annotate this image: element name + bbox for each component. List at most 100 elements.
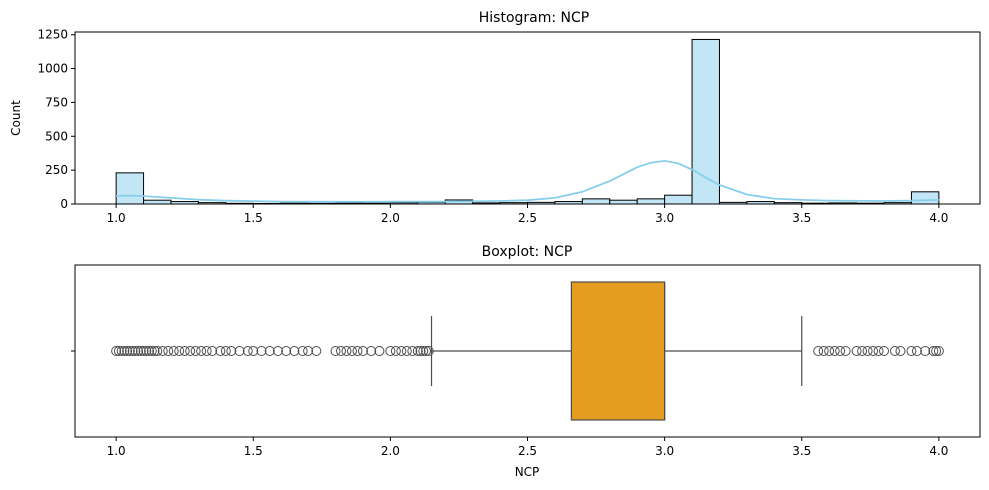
boxplot-outlier (116, 346, 127, 356)
y-tick-label: 500 (45, 129, 68, 143)
y-tick-label: 1250 (37, 28, 68, 42)
boxplot-outlier (813, 346, 824, 356)
x-tick-label: 4.0 (929, 211, 948, 225)
y-tick-label: 1000 (37, 62, 68, 76)
boxplot-outlier (851, 346, 862, 356)
boxplot-outlier (207, 346, 218, 356)
boxplot-elements (111, 281, 944, 421)
boxplot-outlier (220, 346, 231, 356)
boxplot-outlier (201, 346, 212, 356)
boxplot-outlier (248, 346, 259, 356)
boxplot-outlier (840, 346, 851, 356)
boxplot-outlier (185, 346, 196, 356)
boxplot-outlier (931, 346, 942, 356)
x-tick-label: 2.0 (381, 211, 400, 225)
x-tick-label: 3.0 (655, 211, 674, 225)
boxplot-outlier (152, 346, 163, 356)
x-tick-label: 2.5 (518, 444, 537, 458)
boxplot-outlier (390, 346, 401, 356)
boxplot-outlier (226, 346, 237, 356)
boxplot-outlier (157, 346, 168, 356)
histogram-axes: 1.0 1.5 2.0 2.5 3.0 3.5 4.0 0 250 500 750 1000 1250 (37, 28, 948, 225)
boxplot-outlier (144, 346, 155, 356)
histogram-panel: Histogram: NCP Count 1.0 1.5 2.0 2.5 3.0 3.5 4… (9, 10, 981, 225)
boxplot-outlier (111, 346, 122, 356)
boxplot-outlier (407, 346, 418, 356)
x-tick-label: 3.0 (655, 444, 674, 458)
boxplot-outlier (868, 346, 879, 356)
y-tick-label: 0 (60, 197, 68, 211)
boxplot-outlier (374, 346, 385, 356)
boxplot-outlier (190, 346, 201, 356)
histogram-bar (664, 194, 693, 205)
histogram-bar (581, 198, 611, 205)
boxplot-box (570, 281, 666, 421)
boxplot-outlier (824, 346, 835, 356)
boxplot-outlier (127, 346, 138, 356)
boxplot-outlier (415, 346, 426, 356)
y-tick-label: 750 (45, 95, 68, 109)
boxplot-outlier (818, 346, 829, 356)
x-tick-label: 3.5 (792, 444, 811, 458)
boxplot-outlier (168, 346, 179, 356)
boxplot-outlier (396, 346, 407, 356)
boxplot-outlier (423, 346, 434, 356)
boxplot-outlier (133, 346, 144, 356)
histogram-frame (74, 31, 981, 205)
boxplot-outlier (281, 346, 292, 356)
boxplot-outlier (933, 346, 944, 356)
x-tick-label: 1.0 (107, 444, 126, 458)
boxplot-outlier (346, 346, 357, 356)
x-tick-label: 1.5 (244, 444, 263, 458)
boxplot-panel: Boxplot: NCP NCP 1.0 1.5 2.0 2.5 3.0 3.5 4.0 (71, 244, 981, 479)
histogram-bar (115, 172, 145, 205)
x-tick-label: 1.0 (107, 211, 126, 225)
boxplot-outlier (303, 346, 314, 356)
boxplot-outlier (928, 346, 939, 356)
boxplot-outlier (418, 346, 429, 356)
boxplot-outlier (879, 346, 890, 356)
boxplot-axes: 1.0 1.5 2.0 2.5 3.0 3.5 4.0 (71, 350, 948, 458)
histogram-bar (691, 38, 720, 205)
boxplot-outlier (119, 346, 130, 356)
boxplot-outlier (889, 346, 900, 356)
boxplot-outlier (829, 346, 840, 356)
boxplot-outlier (124, 346, 135, 356)
boxplot-outlier (412, 346, 423, 356)
boxplot-outlier (311, 346, 322, 356)
boxplot-outlier (906, 346, 917, 356)
x-tick-label: 1.5 (244, 211, 263, 225)
boxplot-outlier (113, 346, 124, 356)
histogram-bar (636, 198, 666, 205)
boxplot-outlier (272, 346, 283, 356)
boxplot-outlier (215, 346, 226, 356)
boxplot-outlier (138, 346, 149, 356)
boxplot-outlier (895, 346, 906, 356)
boxplot-frame (74, 264, 981, 438)
boxplot-outlier (149, 346, 160, 356)
boxplot-outlier (256, 346, 267, 356)
boxplot-outlier (135, 346, 146, 356)
boxplot-outlier (141, 346, 152, 356)
histogram-bar (143, 199, 172, 205)
histogram-bar (910, 191, 940, 205)
boxplot-outlier (336, 346, 347, 356)
boxplot-outlier (835, 346, 846, 356)
x-tick-label: 3.5 (792, 211, 811, 225)
y-tick-label: 250 (45, 163, 68, 177)
boxplot-outlier (330, 346, 341, 356)
histogram-kde-line (116, 159, 939, 203)
boxplot-outlier (352, 346, 363, 356)
x-tick-label: 4.0 (929, 444, 948, 458)
boxplot-outlier (920, 346, 931, 356)
boxplot-outlier (357, 346, 368, 356)
histogram-bar (609, 199, 638, 205)
boxplot-outlier (174, 346, 185, 356)
x-tick-label: 2.5 (518, 211, 537, 225)
boxplot-outlier (385, 346, 396, 356)
boxplot-outlier (130, 346, 141, 356)
histogram-y-label: Count (9, 100, 23, 136)
x-tick-label: 2.0 (381, 444, 400, 458)
boxplot-outlier (264, 346, 275, 356)
